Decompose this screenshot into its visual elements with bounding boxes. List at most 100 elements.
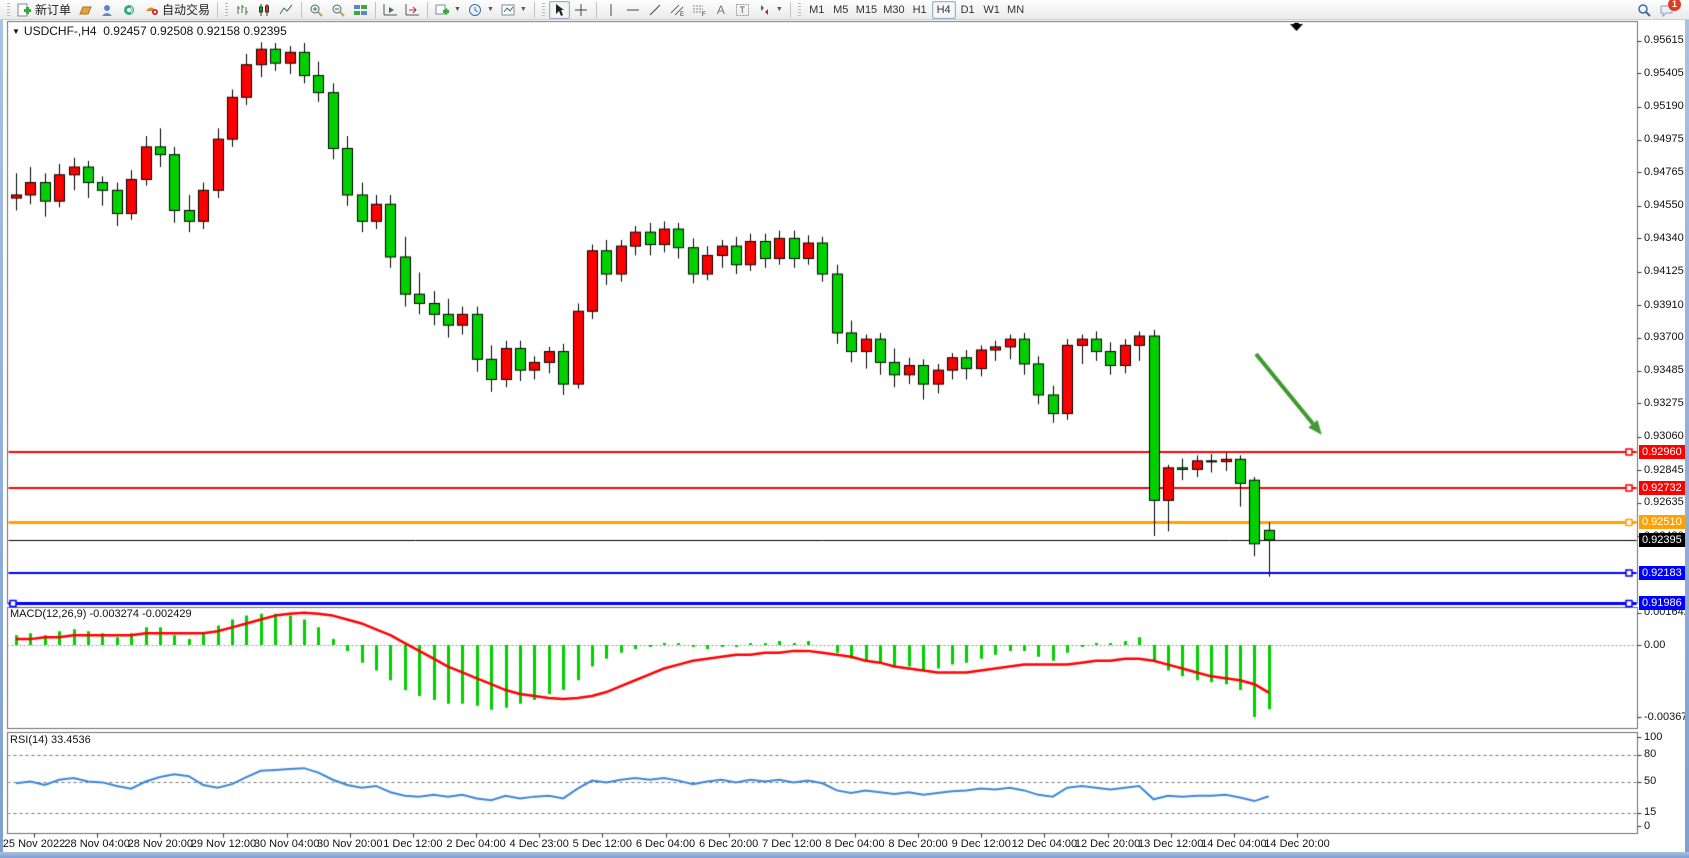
one-click-collapse-icon[interactable]: ▼ [12,27,20,36]
timeframe-h4-button[interactable]: H4 [931,0,956,19]
time-axis-label: 14 Dec 20:00 [1264,838,1330,850]
templates-button[interactable]: ▼ [498,1,530,19]
time-axis-label: 6 Dec 20:00 [698,838,759,850]
timeframe-m1-button[interactable]: M1 [809,3,825,16]
zoom-in-button[interactable] [306,1,327,19]
text-label-button[interactable]: T [732,1,753,19]
price-axis-tick: 0.94125 [1644,265,1684,278]
price-axis-tick: 0.94550 [1644,199,1684,212]
timeframe-d1-button[interactable]: D1 [960,3,975,16]
time-axis-label: 8 Dec 20:00 [888,838,948,850]
horizontal-line-button[interactable] [623,1,644,19]
bar-chart-icon [235,3,250,17]
market-watch-button[interactable] [97,1,118,19]
search-button[interactable] [1634,1,1655,19]
window-border-right [1685,20,1689,858]
search-icon [1637,3,1652,17]
time-axis-label: 4 Dec 23:00 [509,838,569,850]
crosshair-button[interactable] [571,1,592,19]
price-axis-tick: 0.94975 [1644,133,1684,146]
time-axis-label: 14 Dec 04:00 [1201,838,1267,850]
new-order-label: 新订单 [35,3,72,17]
bar-chart-button[interactable] [232,1,253,19]
timeframe-toolbar: M1 M5 M15 M30 H1 H4 D1 W1 MN [805,0,1028,19]
tile-windows-icon [353,3,368,17]
trendline-button[interactable] [645,1,666,19]
time-axis-label: 8 Dec 04:00 [825,838,885,850]
arrows-button[interactable]: ▼ [754,1,786,19]
price-line-label: 0.92960 [1639,445,1685,460]
price-axis-tick: 0.93700 [1644,331,1684,344]
chevron-down-icon: ▼ [519,6,527,13]
zoom-out-button[interactable] [328,1,349,19]
time-axis-label: 12 Dec 04:00 [1011,838,1078,850]
toolbar-separator [375,1,377,18]
cursor-button[interactable] [548,0,570,19]
price-line-label: 0.92183 [1639,565,1685,580]
price-axis-tick: 0.95190 [1644,100,1684,113]
fibonacci-icon: F [692,3,707,17]
chat-button[interactable]: 1 [1656,0,1681,19]
candlestick-chart-button[interactable] [254,1,275,19]
cursor-icon [552,3,567,17]
time-axis-label: 7 Dec 12:00 [762,838,822,850]
chart-shift-button[interactable] [402,1,423,19]
profiles-icon [78,3,93,17]
notification-badge: 1 [1668,0,1681,11]
line-chart-button[interactable] [276,1,297,19]
chart-ohlc-values: 0.92457 0.92508 0.92158 0.92395 [103,24,287,38]
timeframe-mn-button[interactable]: MN [1007,3,1025,16]
periods-clock-icon [468,3,483,17]
rsi-axis-tick: 80 [1644,748,1657,761]
equidistant-channel-icon: E [670,3,685,17]
timeframe-m30-button[interactable]: M30 [883,3,905,16]
auto-scroll-icon [383,3,398,17]
equidistant-channel-button[interactable]: E [667,1,688,19]
text-label-icon: T [735,3,750,17]
chart-shift-marker-icon[interactable]: ▼ [1292,20,1301,30]
periods-clock-button[interactable]: ▼ [465,1,497,19]
vertical-line-button[interactable] [601,1,622,19]
timeframe-w1-button[interactable]: W1 [983,3,1000,16]
text-button[interactable]: A [711,1,731,19]
rsi-indicator-label: RSI(14) 33.4536 [10,734,91,746]
price-axis-tick: 0.95615 [1644,34,1684,47]
timeframe-m15-button[interactable]: M15 [855,3,878,16]
window-border-bottom [0,852,1689,858]
tile-windows-button[interactable] [350,1,371,19]
profiles-button[interactable] [75,1,96,19]
chevron-down-icon: ▼ [454,6,461,13]
crosshair-icon [574,3,589,17]
timeframe-m5-button[interactable]: M5 [833,3,849,16]
chevron-down-icon: ▼ [775,6,783,13]
rsi-axis-tick: 15 [1644,806,1657,819]
toolbar-separator [217,1,219,18]
chart-shift-icon [405,3,420,17]
toolbar-grip[interactable] [797,2,801,17]
trendline-icon [648,3,663,17]
time-axis-label: 5 Dec 12:00 [572,838,633,850]
new-order-button[interactable]: 新订单 [14,1,74,19]
rsi-axis-tick: 50 [1644,775,1657,787]
price-line-label: 0.92395 [1639,532,1685,547]
svg-text:T: T [739,5,745,15]
signals-button[interactable] [119,1,140,19]
autotrading-icon [144,3,159,17]
toolbar-grip[interactable] [225,2,229,17]
fibonacci-button[interactable]: F [689,1,710,19]
macd-indicator-label: MACD(12,26,9) -0.003274 -0.002429 [10,608,192,620]
time-axis-label: 6 Dec 04:00 [635,838,696,850]
auto-scroll-button[interactable] [380,1,401,19]
price-line-label: 0.92510 [1639,515,1685,530]
toolbar-grip[interactable] [7,2,10,17]
toolbar-grip[interactable] [541,2,545,17]
timeframe-h1-button[interactable]: H1 [912,3,927,16]
rsi-axis-tick: 100 [1644,730,1663,743]
new-chart-button[interactable]: ▼ [432,1,464,19]
price-axis-tick: 0.95405 [1644,66,1684,79]
macd-axis-tick: -0.003674 [1644,710,1689,723]
autotrading-button[interactable]: 自动交易 [141,1,213,19]
price-axis-tick: 0.92845 [1644,463,1684,476]
